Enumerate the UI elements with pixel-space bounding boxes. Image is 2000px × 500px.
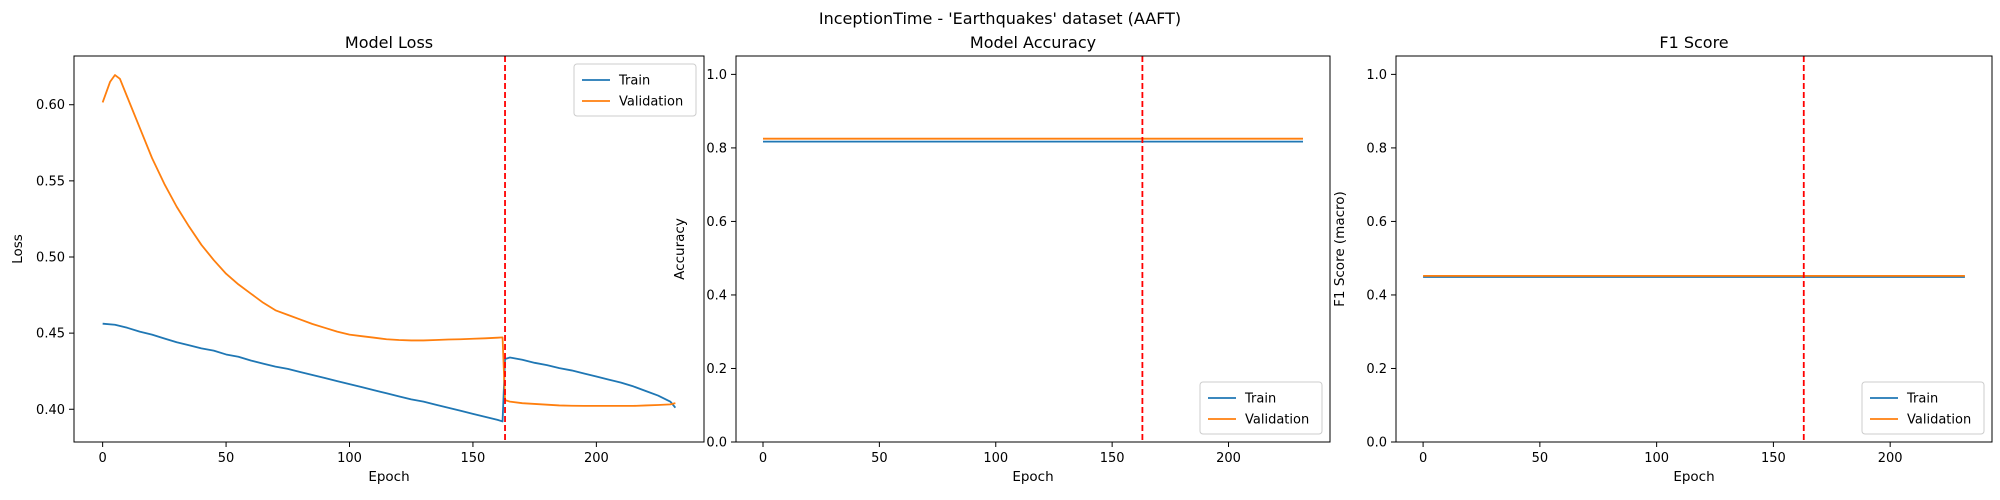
y-tick-label: 0.6: [1366, 215, 1387, 230]
x-tick-label: 0: [759, 451, 767, 466]
subplot-title: Model Accuracy: [970, 33, 1096, 52]
y-tick-label: 0.60: [36, 98, 65, 113]
y-tick-label: 0.8: [1366, 141, 1387, 156]
y-axis-label: F1 Score (macro): [1332, 191, 1348, 307]
y-axis-label: Loss: [10, 234, 26, 264]
series-line-train: [102, 322, 677, 423]
y-tick-label: 0.40: [36, 403, 65, 418]
y-tick-label: 0.6: [706, 215, 727, 230]
y-tick-label: 0.55: [36, 174, 65, 189]
y-tick-label: 0.2: [706, 362, 727, 377]
y-tick-label: 0.0: [706, 436, 727, 451]
plot-area: [763, 56, 1303, 442]
legend-box: [1861, 381, 1985, 435]
y-tick-label: 0.50: [36, 250, 65, 265]
series-line-validation: [101, 74, 676, 407]
legend-label: Validation: [1907, 413, 1971, 428]
legend-label: Validation: [1245, 413, 1309, 428]
plot-area: [101, 56, 677, 442]
axes-frame: [735, 55, 1331, 443]
legend-label: Validation: [619, 95, 683, 110]
x-tick-label: 0: [1419, 451, 1427, 466]
x-axis-label: Epoch: [368, 469, 409, 485]
subplot-2: Model Accuracy 0 50 100 150 200 0.0 0.2 0.4 0.6 0.…: [672, 33, 1331, 485]
x-tick-label: 150: [1100, 451, 1125, 466]
y-axis-label: Accuracy: [672, 218, 688, 280]
x-tick-label: 150: [461, 451, 486, 466]
y-tick-label: 0.0: [1366, 436, 1387, 451]
subplot-title: Model Loss: [345, 33, 433, 52]
y-tick-label: 0.45: [36, 327, 65, 342]
legend: Train Validation: [1861, 381, 1985, 435]
x-tick-label: 200: [584, 451, 609, 466]
x-tick-label: 100: [337, 451, 362, 466]
y-tick-label: 1.0: [706, 68, 727, 83]
x-tick-label: 200: [1216, 451, 1241, 466]
x-tick-label: 100: [983, 451, 1008, 466]
axes-frame: [1395, 55, 1993, 443]
x-tick-label: 0: [98, 451, 106, 466]
y-tick-label: 0.4: [1366, 288, 1387, 303]
x-axis-label: Epoch: [1673, 469, 1714, 485]
x-tick-label: 200: [1878, 451, 1903, 466]
legend-label: Train: [1244, 392, 1276, 407]
legend: Train Validation: [1199, 381, 1323, 435]
y-tick-label: 1.0: [1366, 68, 1387, 83]
y-tick-label: 0.8: [706, 141, 727, 156]
legend-label: Train: [618, 74, 650, 89]
x-tick-label: 50: [218, 451, 235, 466]
subplot-title: F1 Score: [1659, 33, 1728, 52]
x-tick-label: 50: [1532, 451, 1549, 466]
x-tick-label: 100: [1644, 451, 1669, 466]
legend: Train Validation: [573, 63, 697, 117]
subplot-3: F1 Score 0 50 100 150 200 0.0 0.2 0.4 0.6 0.8 1.0 Ep…: [1332, 33, 1993, 485]
legend-box: [1199, 381, 1323, 435]
subplot-1: Model Loss 0 50 100 150 200 0.40 0.45 0.50 0.55 0.…: [10, 33, 705, 485]
legend-box: [573, 63, 697, 117]
axes-frame: [73, 55, 705, 443]
y-tick-label: 0.2: [1366, 362, 1387, 377]
legend-label: Train: [1906, 392, 1938, 407]
x-axis-label: Epoch: [1012, 469, 1053, 485]
x-tick-label: 150: [1761, 451, 1786, 466]
plot-area: [1423, 56, 1965, 442]
figure-title: InceptionTime - 'Earthquakes' dataset (A…: [819, 9, 1181, 28]
x-tick-label: 50: [871, 451, 888, 466]
y-tick-label: 0.4: [706, 288, 727, 303]
